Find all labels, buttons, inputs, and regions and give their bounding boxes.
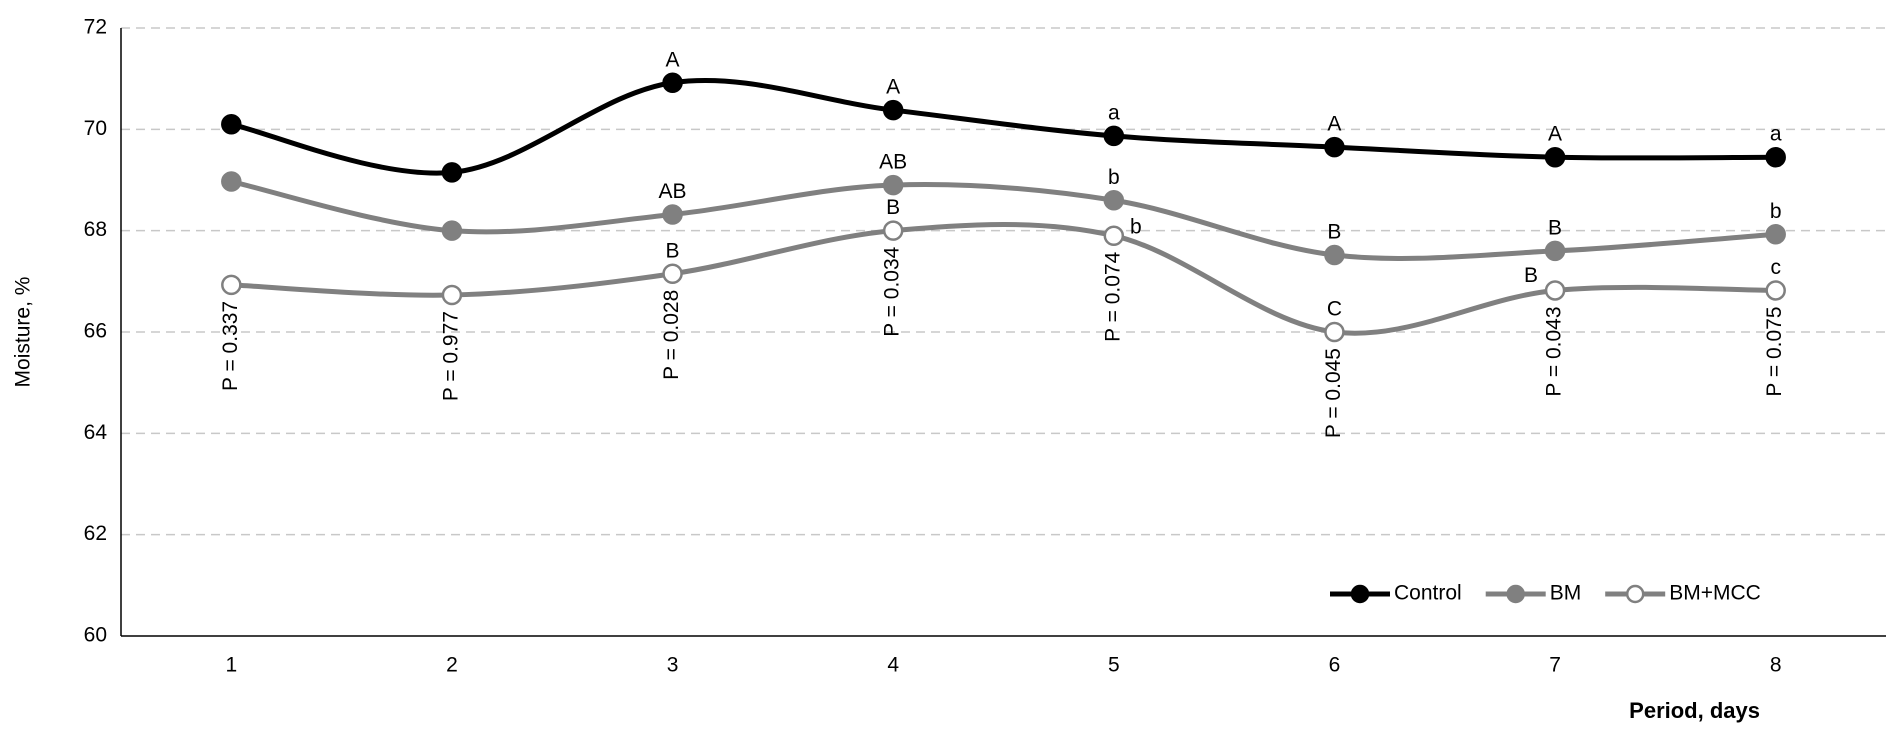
legend-label: Control — [1394, 582, 1462, 605]
x-tick-label: 7 — [1549, 654, 1561, 677]
p-value: P = 0.977 — [439, 311, 462, 401]
significance-letter: b — [1108, 166, 1120, 189]
significance-letter: A — [1327, 113, 1341, 136]
significance-letter: B — [1327, 221, 1341, 244]
data-point — [1544, 146, 1566, 168]
y-axis-label: Moisture, % — [12, 277, 35, 388]
x-tick-label: 8 — [1770, 654, 1782, 677]
x-tick-label: 6 — [1329, 654, 1341, 677]
series-line — [230, 78, 1776, 176]
significance-letter: a — [1770, 123, 1782, 146]
significance-letter: B — [1524, 264, 1538, 287]
data-point — [221, 171, 242, 192]
x-axis-label: Period, days — [1629, 698, 1760, 723]
data-point — [1765, 146, 1786, 168]
significance-letter: A — [666, 48, 680, 71]
data-point — [662, 263, 683, 284]
x-tick-label: 2 — [446, 654, 458, 677]
significance-letter: b — [1770, 200, 1782, 223]
significance-letter: C — [1327, 298, 1342, 321]
y-tick-label: 60 — [84, 624, 107, 647]
data-point — [882, 174, 904, 196]
data-point — [1103, 225, 1125, 246]
data-point — [221, 274, 242, 296]
data-point — [1324, 244, 1345, 266]
p-value: P = 0.043 — [1543, 306, 1566, 396]
data-point — [1103, 125, 1125, 147]
significance-letter: A — [886, 76, 900, 99]
data-point — [441, 162, 463, 183]
legend: Control BM BM+MCC — [1330, 582, 1761, 605]
significance-letter: A — [1548, 123, 1562, 146]
y-tick-label: 66 — [84, 320, 107, 343]
series-line — [230, 179, 1776, 261]
legend-marker — [1506, 584, 1525, 604]
p-value: P = 0.034 — [881, 246, 904, 336]
y-tick-label: 64 — [84, 421, 108, 444]
data-point — [662, 204, 683, 225]
legend-label: BM — [1550, 582, 1582, 605]
y-tick-label: 70 — [84, 117, 107, 140]
data-point — [1765, 223, 1786, 245]
x-tick-label: 5 — [1108, 654, 1120, 677]
data-point — [1544, 280, 1566, 301]
p-value: P = 0.045 — [1322, 348, 1345, 438]
p-value: P = 0.028 — [660, 290, 683, 380]
data-point — [1765, 280, 1786, 301]
data-point — [221, 114, 242, 135]
data-point — [882, 99, 904, 121]
significance-letter: B — [886, 196, 900, 219]
significance-letter: AB — [659, 180, 687, 203]
y-tick-label: 68 — [84, 218, 107, 241]
data-point — [1324, 321, 1345, 343]
data-point — [1544, 240, 1566, 262]
legend-label: BM+MCC — [1669, 582, 1761, 605]
y-tick-label: 62 — [84, 522, 107, 545]
data-point — [882, 220, 904, 241]
x-tick-label: 4 — [887, 654, 899, 677]
p-value: P = 0.075 — [1763, 306, 1786, 396]
significance-letter: AB — [879, 151, 907, 174]
significance-letter: B — [666, 239, 680, 262]
data-point — [441, 284, 463, 306]
significance-letter: B — [1548, 216, 1562, 239]
significance-letter: b — [1130, 215, 1142, 238]
p-value: P = 0.337 — [219, 301, 242, 391]
data-point — [662, 72, 683, 93]
data-point — [1103, 190, 1125, 211]
x-tick-label: 1 — [225, 654, 237, 677]
y-tick-label: 72 — [84, 16, 107, 39]
legend-marker — [1350, 584, 1370, 604]
data-point — [1324, 136, 1345, 158]
p-value: P = 0.074 — [1101, 251, 1124, 341]
significance-letter: a — [1108, 101, 1120, 124]
legend-marker — [1625, 584, 1645, 604]
significance-letter: c — [1770, 256, 1781, 279]
series-line — [231, 222, 1776, 336]
data-point — [441, 220, 463, 241]
x-tick-label: 3 — [667, 654, 679, 677]
